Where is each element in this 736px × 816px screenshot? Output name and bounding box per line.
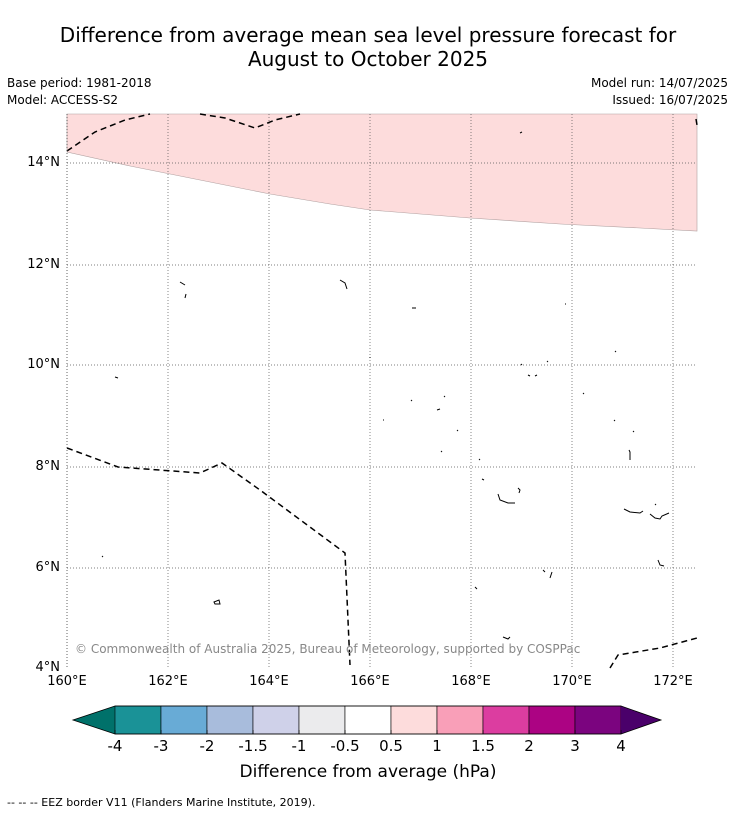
island-coastlines xyxy=(101,131,670,640)
map-title-line-2: August to October 2025 xyxy=(247,47,489,71)
colorbar-tick-label: 0.5 xyxy=(379,737,403,755)
colorbar-tick-label: -4 xyxy=(107,737,123,755)
model-name: Model: ACCESS-S2 xyxy=(7,93,119,107)
colorbar-tick-label: -3 xyxy=(153,737,169,755)
lon-tick-164e: 164°E xyxy=(249,674,289,689)
colorbar-tick-label: -0.5 xyxy=(330,737,360,755)
colorbar-tick-label: 1.5 xyxy=(471,737,495,755)
colorbar-tick-label: -1 xyxy=(291,737,307,755)
map-title-line-1: Difference from average mean sea level p… xyxy=(59,23,677,47)
colorbar-swatch xyxy=(160,705,208,735)
colorbar-tick-label: -2 xyxy=(199,737,215,755)
shaded-region-0.5-to-1 xyxy=(66,113,698,232)
lat-tick-12n: 12°N xyxy=(27,257,60,272)
colorbar-swatch xyxy=(482,705,530,735)
colorbar-low-extend xyxy=(73,706,115,734)
lat-tick-10n: 10°N xyxy=(27,357,60,372)
colorbar-swatch xyxy=(528,705,576,735)
lat-tick-4n: 4°N xyxy=(35,660,61,675)
colorbar-swatch xyxy=(390,705,438,735)
colorbar-tick-label: 3 xyxy=(570,737,580,755)
model-run-date: Model run: 14/07/2025 xyxy=(590,76,728,90)
colorbar-swatch xyxy=(298,705,346,735)
eez-borders xyxy=(66,113,698,669)
colorbar-swatch xyxy=(252,705,300,735)
colorbar-swatch xyxy=(436,705,484,735)
colorbar-swatch xyxy=(206,705,254,735)
lat-tick-8n: 8°N xyxy=(35,459,61,474)
grid-lines xyxy=(66,114,697,668)
colorbar-tick-label: 1 xyxy=(432,737,442,755)
colorbar-label: Difference from average (hPa) xyxy=(239,762,497,782)
colorbar-high-extend xyxy=(621,706,661,734)
base-period: Base period: 1981-2018 xyxy=(7,76,152,90)
lon-tick-166e: 166°E xyxy=(350,674,390,689)
colorbar-swatch xyxy=(114,705,162,735)
colorbar-tick-label: 2 xyxy=(524,737,534,755)
lon-tick-162e: 162°E xyxy=(148,674,188,689)
colorbar-swatches xyxy=(114,705,622,735)
lat-tick-14n: 14°N xyxy=(27,155,60,170)
copyright-notice: © Commonwealth of Australia 2025, Bureau… xyxy=(75,642,581,656)
lon-tick-168e: 168°E xyxy=(451,674,491,689)
colorbar-tick-label: 4 xyxy=(616,737,626,755)
colorbar-tick-label: -1.5 xyxy=(238,737,268,755)
colorbar xyxy=(71,705,663,735)
colorbar-swatch xyxy=(344,705,392,735)
lat-tick-6n: 6°N xyxy=(35,560,61,575)
colorbar-swatch xyxy=(574,705,622,735)
lon-tick-160e: 160°E xyxy=(47,674,87,689)
lon-tick-170e: 170°E xyxy=(552,674,592,689)
issued-date: Issued: 16/07/2025 xyxy=(612,93,728,107)
lon-tick-172e: 172°E xyxy=(653,674,693,689)
eez-border-legend: -- -- -- EEZ border V11 (Flanders Marine… xyxy=(7,796,316,809)
colorbar-tick-marks xyxy=(114,730,622,734)
